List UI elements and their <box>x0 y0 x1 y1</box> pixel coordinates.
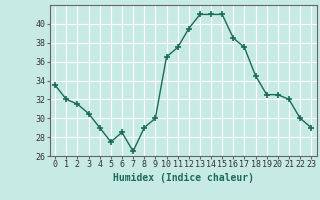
X-axis label: Humidex (Indice chaleur): Humidex (Indice chaleur) <box>113 173 254 183</box>
